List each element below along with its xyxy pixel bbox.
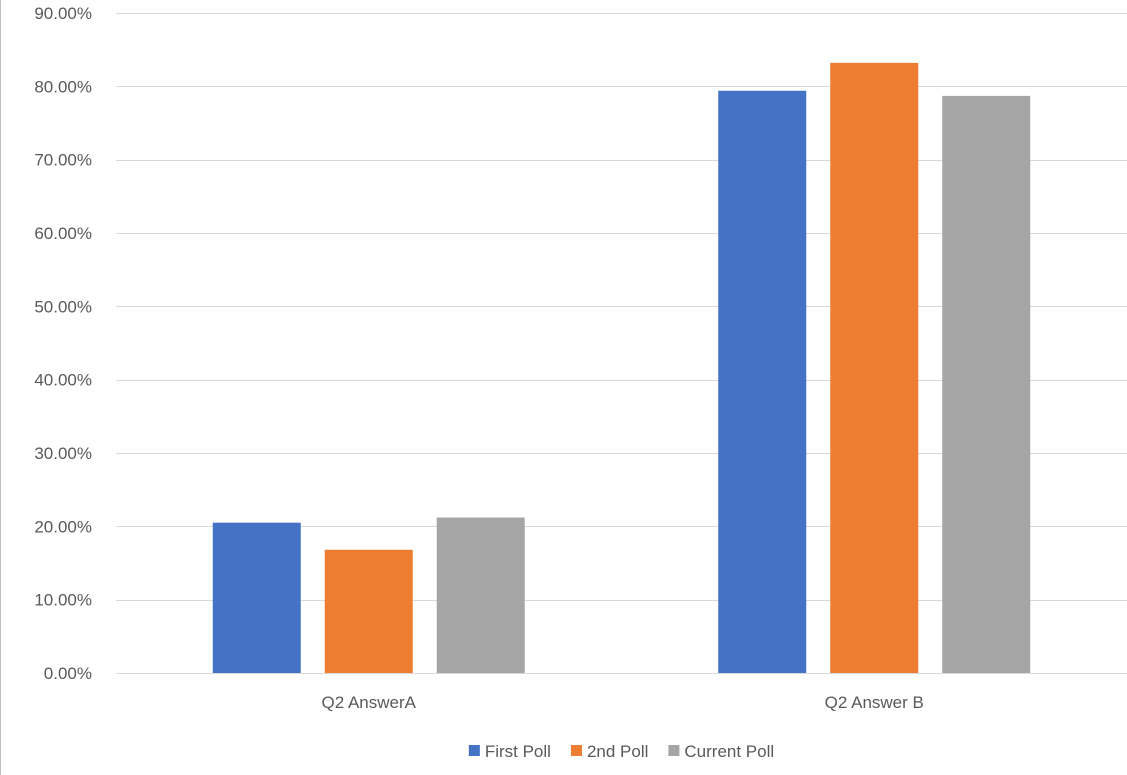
x-axis: Q2 AnswerA Q2 Answer B — [116, 673, 1127, 712]
y-tick-label: 0.00% — [44, 664, 92, 683]
y-tick-label: 40.00% — [34, 371, 92, 390]
legend-label: Current Poll — [684, 742, 774, 761]
legend-item-2nd-poll: 2nd Poll — [570, 742, 648, 761]
legend-item-current-poll: Current Poll — [668, 742, 774, 761]
legend: First Poll 2nd Poll Current Poll — [468, 742, 774, 761]
y-axis-tick-labels: 0.00% 10.00% 20.00% 30.00% 40.00% 50.00% 60.00… — [34, 4, 92, 683]
y-tick-label: 20.00% — [34, 517, 92, 536]
x-category-label: Q2 Answer B — [825, 693, 924, 712]
y-tick-label: 90.00% — [34, 4, 92, 23]
y-tick-label: 80.00% — [34, 77, 92, 96]
bars — [212, 62, 1031, 674]
bar-current-poll-2 — [942, 95, 1031, 673]
bar-2nd-poll-2 — [830, 62, 919, 674]
y-tick-label: 50.00% — [34, 297, 92, 316]
bar-first-poll-1 — [212, 522, 301, 673]
bar-current-poll-1 — [436, 517, 525, 673]
bar-2nd-poll-1 — [324, 549, 413, 673]
y-tick-label: 30.00% — [34, 444, 92, 463]
legend-label: 2nd Poll — [587, 742, 648, 761]
x-category-label: Q2 AnswerA — [322, 693, 417, 712]
y-tick-label: 70.00% — [34, 151, 92, 170]
legend-label: First Poll — [485, 742, 551, 761]
legend-swatch — [570, 745, 582, 756]
legend-swatch — [468, 745, 480, 756]
y-tick-label: 10.00% — [34, 591, 92, 610]
legend-swatch — [668, 745, 680, 756]
y-tick-label: 60.00% — [34, 224, 92, 243]
legend-item-first-poll: First Poll — [468, 742, 551, 761]
bar-first-poll-2 — [718, 90, 807, 673]
